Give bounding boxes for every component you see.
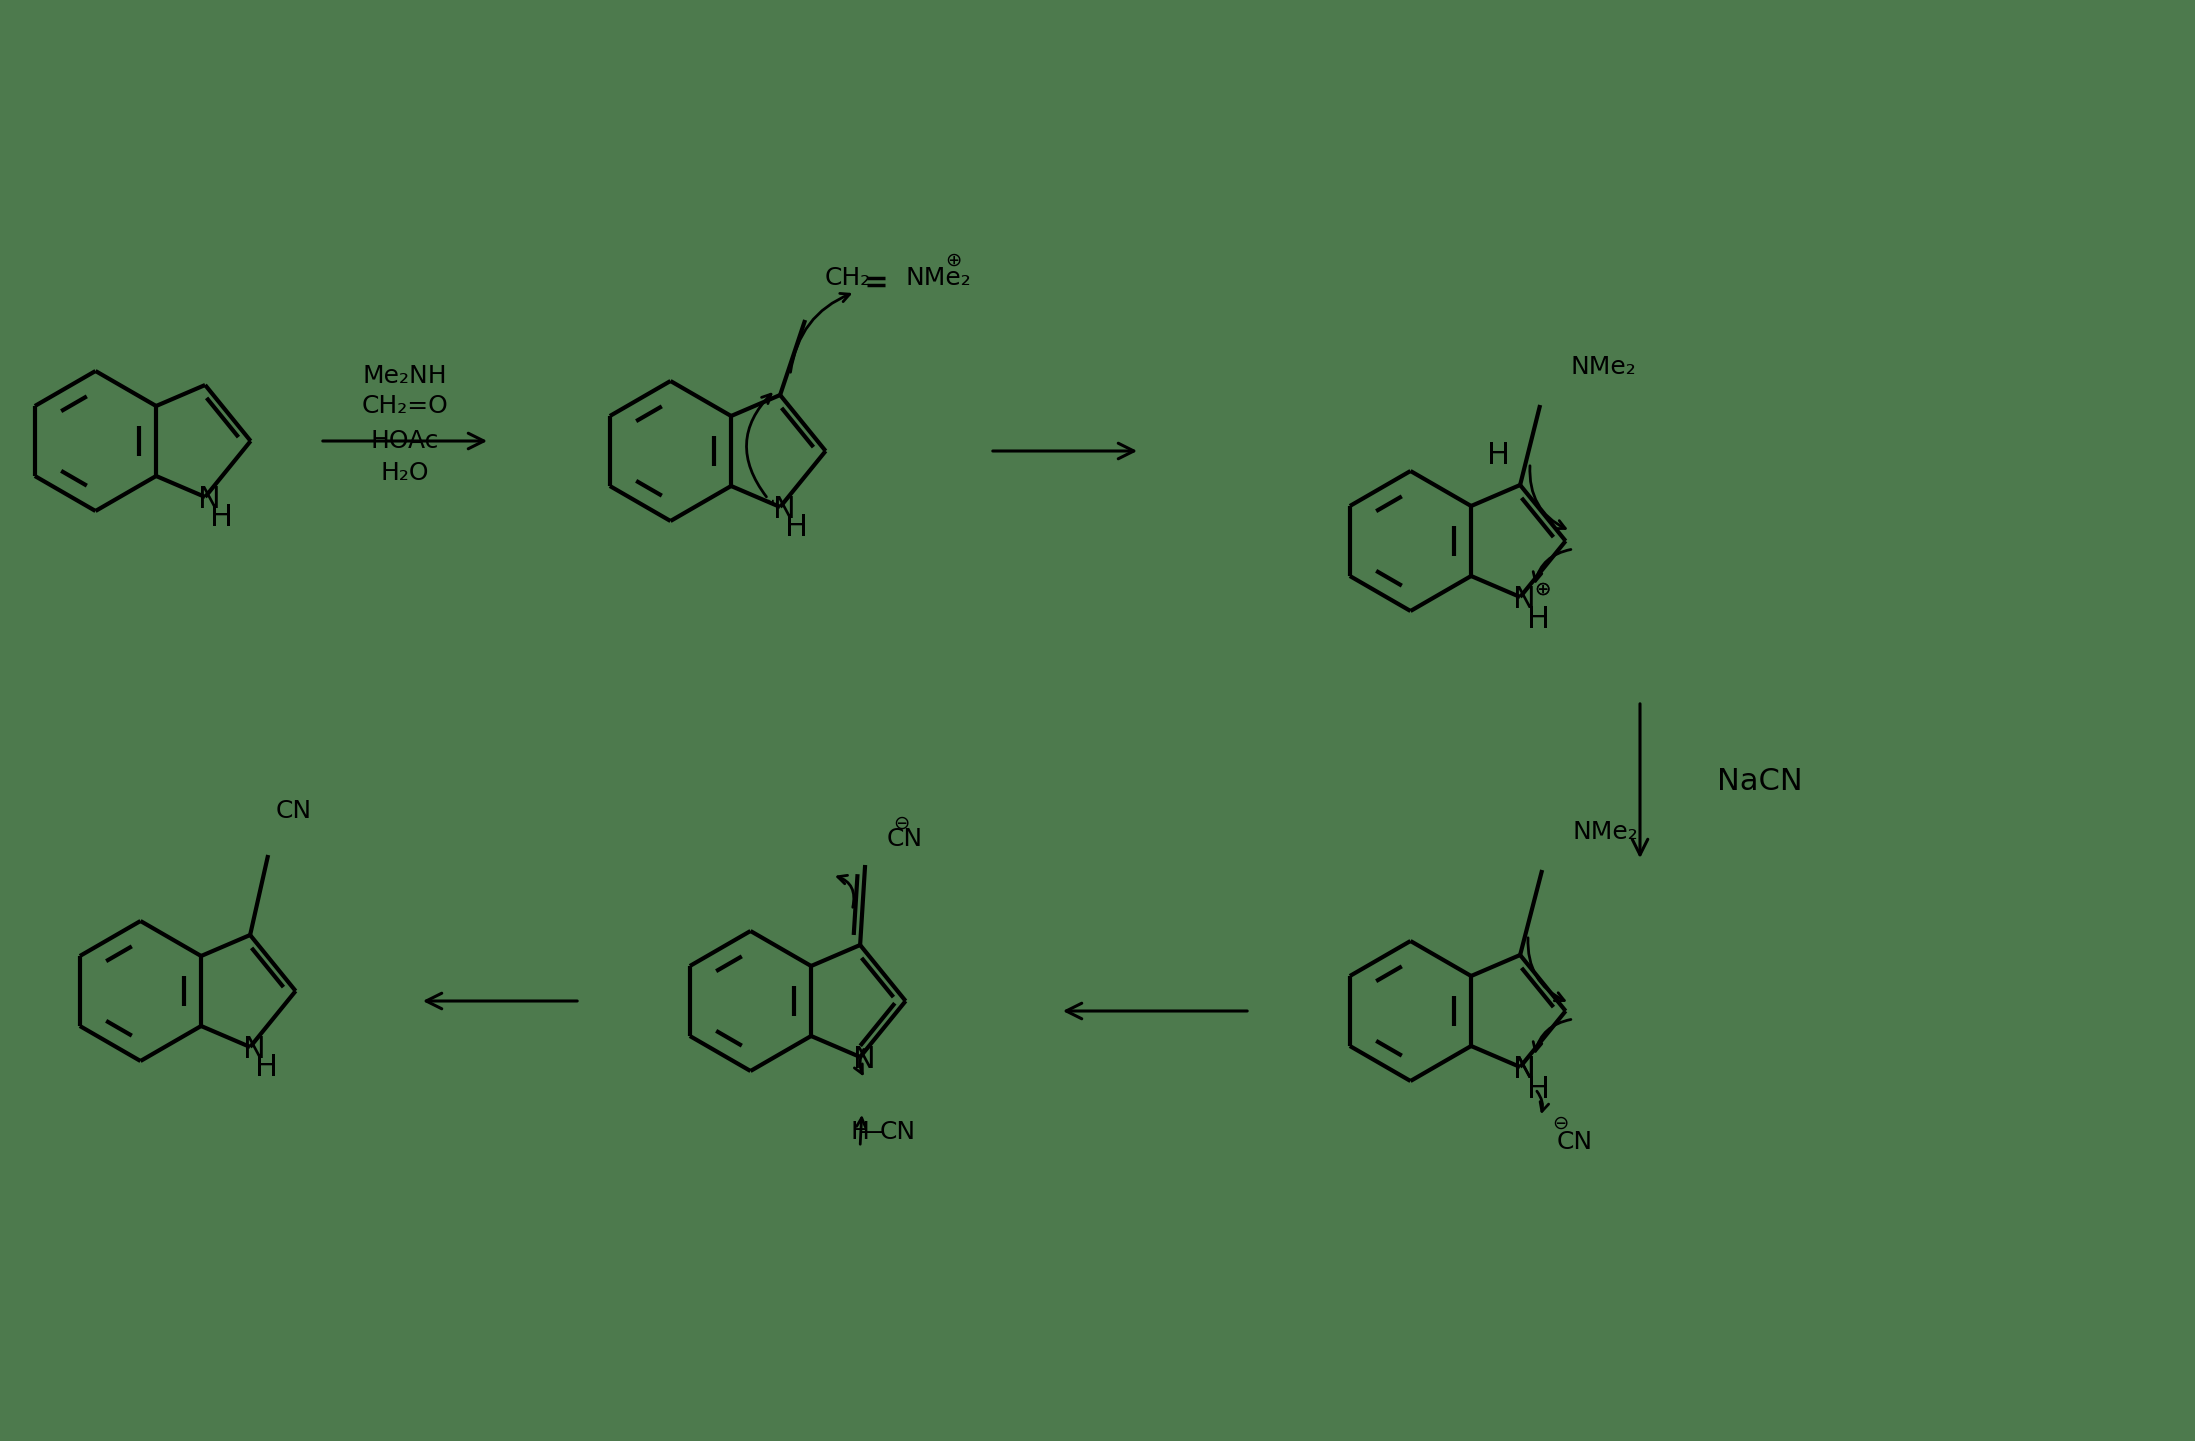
Text: N: N	[244, 1035, 266, 1063]
Text: ··: ··	[764, 493, 775, 512]
Text: H: H	[852, 1120, 869, 1144]
Text: N: N	[198, 484, 220, 513]
Text: ⊖: ⊖	[1552, 1114, 1567, 1133]
Text: NMe₂: NMe₂	[1569, 354, 1635, 379]
Text: H: H	[1486, 441, 1510, 470]
Text: N: N	[852, 1045, 876, 1074]
Text: ⊕: ⊕	[944, 251, 961, 269]
Text: NMe₂: NMe₂	[1572, 820, 1637, 844]
Text: N: N	[1512, 585, 1536, 614]
Text: CN: CN	[887, 827, 924, 852]
Text: —: —	[860, 1120, 885, 1144]
Text: CN: CN	[1556, 1130, 1594, 1154]
Text: H: H	[255, 1052, 277, 1082]
Text: CH₂=O: CH₂=O	[362, 393, 448, 418]
Text: N: N	[773, 494, 795, 523]
Text: Me₂NH: Me₂NH	[362, 365, 448, 388]
Text: NaCN: NaCN	[1716, 767, 1802, 795]
Text: N: N	[1512, 1055, 1536, 1084]
Text: ⊕: ⊕	[1534, 579, 1550, 598]
Text: HOAc: HOAc	[371, 429, 439, 452]
Text: H: H	[784, 513, 808, 542]
Text: H: H	[209, 503, 233, 532]
Text: ⊖: ⊖	[893, 814, 909, 833]
Text: NMe₂: NMe₂	[904, 267, 970, 290]
Text: CN: CN	[880, 1120, 915, 1144]
Text: CH₂: CH₂	[825, 267, 871, 290]
Text: ⊕: ⊕	[1534, 579, 1550, 598]
Text: H: H	[1526, 1075, 1550, 1104]
Text: CN: CN	[277, 798, 312, 823]
Text: H: H	[1526, 605, 1550, 634]
Text: H₂O: H₂O	[380, 461, 430, 486]
Text: N: N	[1512, 1055, 1536, 1084]
